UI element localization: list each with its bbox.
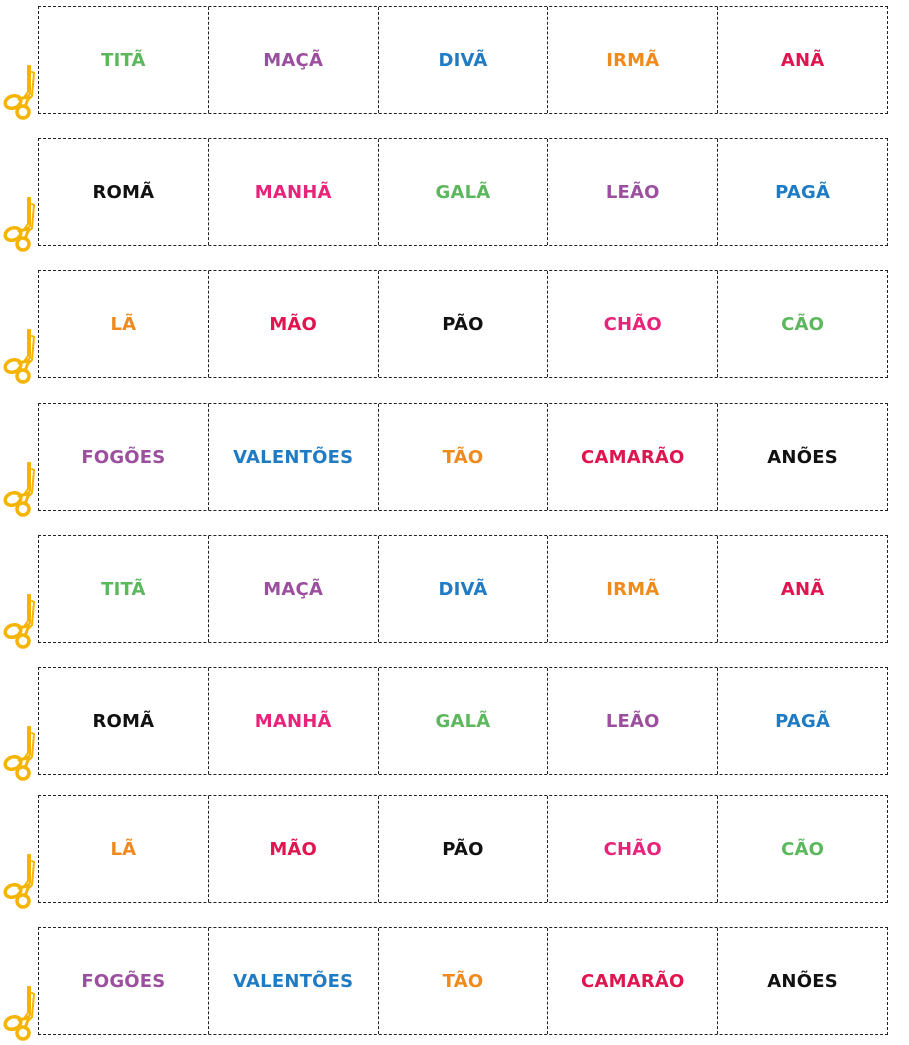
word-card: CAMARÃO bbox=[547, 928, 717, 1034]
card-strip: LÃ MÃO PÃO CHÃO CÃO bbox=[38, 270, 888, 378]
card-strip: TITÃ MAÇÃ DIVÃ IRMÃ ANÃ bbox=[38, 535, 888, 643]
word-card: LEÃO bbox=[547, 668, 717, 774]
word-card: ROMÃ bbox=[92, 181, 155, 203]
word-card: MÃO bbox=[207, 271, 378, 377]
word-card: IRMÃ bbox=[547, 7, 717, 113]
word-card: MAÇÃ bbox=[207, 536, 378, 642]
scissors-icon bbox=[1, 461, 41, 517]
scissors-icon bbox=[1, 196, 41, 252]
word-card: ROMÃ bbox=[92, 710, 155, 732]
word-card: VALENTÕES bbox=[207, 404, 378, 510]
word-card: MANHÃ bbox=[207, 668, 378, 774]
word-card: PÃO bbox=[377, 796, 548, 902]
card-strip: TITÃ MAÇÃ DIVÃ IRMÃ ANÃ bbox=[38, 6, 888, 114]
card-strip: ROMÃ MANHÃ GALÃ LEÃO PAGÃ bbox=[38, 138, 888, 246]
word-card: IRMÃ bbox=[547, 536, 717, 642]
scissors-icon bbox=[1, 328, 41, 384]
word-card: TITÃ bbox=[101, 578, 146, 600]
word-card: MAÇÃ bbox=[207, 7, 378, 113]
word-card: PAGÃ bbox=[717, 668, 887, 774]
word-card: VALENTÕES bbox=[207, 928, 378, 1034]
card-strip: LÃ MÃO PÃO CHÃO CÃO bbox=[38, 795, 888, 903]
scissors-icon bbox=[1, 725, 41, 781]
word-card: GALÃ bbox=[377, 668, 548, 774]
word-card: LÃ bbox=[110, 313, 137, 335]
card-strip: FOGÕES VALENTÕES TÃO CAMARÃO ANÕES bbox=[38, 927, 888, 1035]
word-card: CHÃO bbox=[547, 796, 717, 902]
word-card: FOGÕES bbox=[81, 970, 166, 992]
card-strip: FOGÕES VALENTÕES TÃO CAMARÃO ANÕES bbox=[38, 403, 888, 511]
scissors-icon bbox=[1, 593, 41, 649]
word-card: TÃO bbox=[377, 404, 548, 510]
word-card: DIVÃ bbox=[377, 7, 548, 113]
word-card: FOGÕES bbox=[81, 446, 166, 468]
word-card: TÃO bbox=[377, 928, 548, 1034]
scissors-icon bbox=[1, 64, 41, 120]
word-card: DIVÃ bbox=[377, 536, 548, 642]
word-card: ANÃ bbox=[717, 7, 887, 113]
word-card: ANÕES bbox=[717, 928, 887, 1034]
word-card: CAMARÃO bbox=[547, 404, 717, 510]
word-card: PAGÃ bbox=[717, 139, 887, 245]
word-card: ANÃ bbox=[717, 536, 887, 642]
word-card: PÃO bbox=[377, 271, 548, 377]
word-card: TITÃ bbox=[101, 49, 146, 71]
word-card: GALÃ bbox=[377, 139, 548, 245]
word-card: LEÃO bbox=[547, 139, 717, 245]
word-card: CÃO bbox=[717, 271, 887, 377]
scissors-icon bbox=[1, 853, 41, 909]
card-strip: ROMÃ MANHÃ GALÃ LEÃO PAGÃ bbox=[38, 667, 888, 775]
word-card: LÃ bbox=[110, 838, 137, 860]
word-card: ANÕES bbox=[717, 404, 887, 510]
word-card: MÃO bbox=[207, 796, 378, 902]
word-card: MANHÃ bbox=[207, 139, 378, 245]
word-card: CÃO bbox=[717, 796, 887, 902]
scissors-icon bbox=[1, 985, 41, 1041]
word-card: CHÃO bbox=[547, 271, 717, 377]
